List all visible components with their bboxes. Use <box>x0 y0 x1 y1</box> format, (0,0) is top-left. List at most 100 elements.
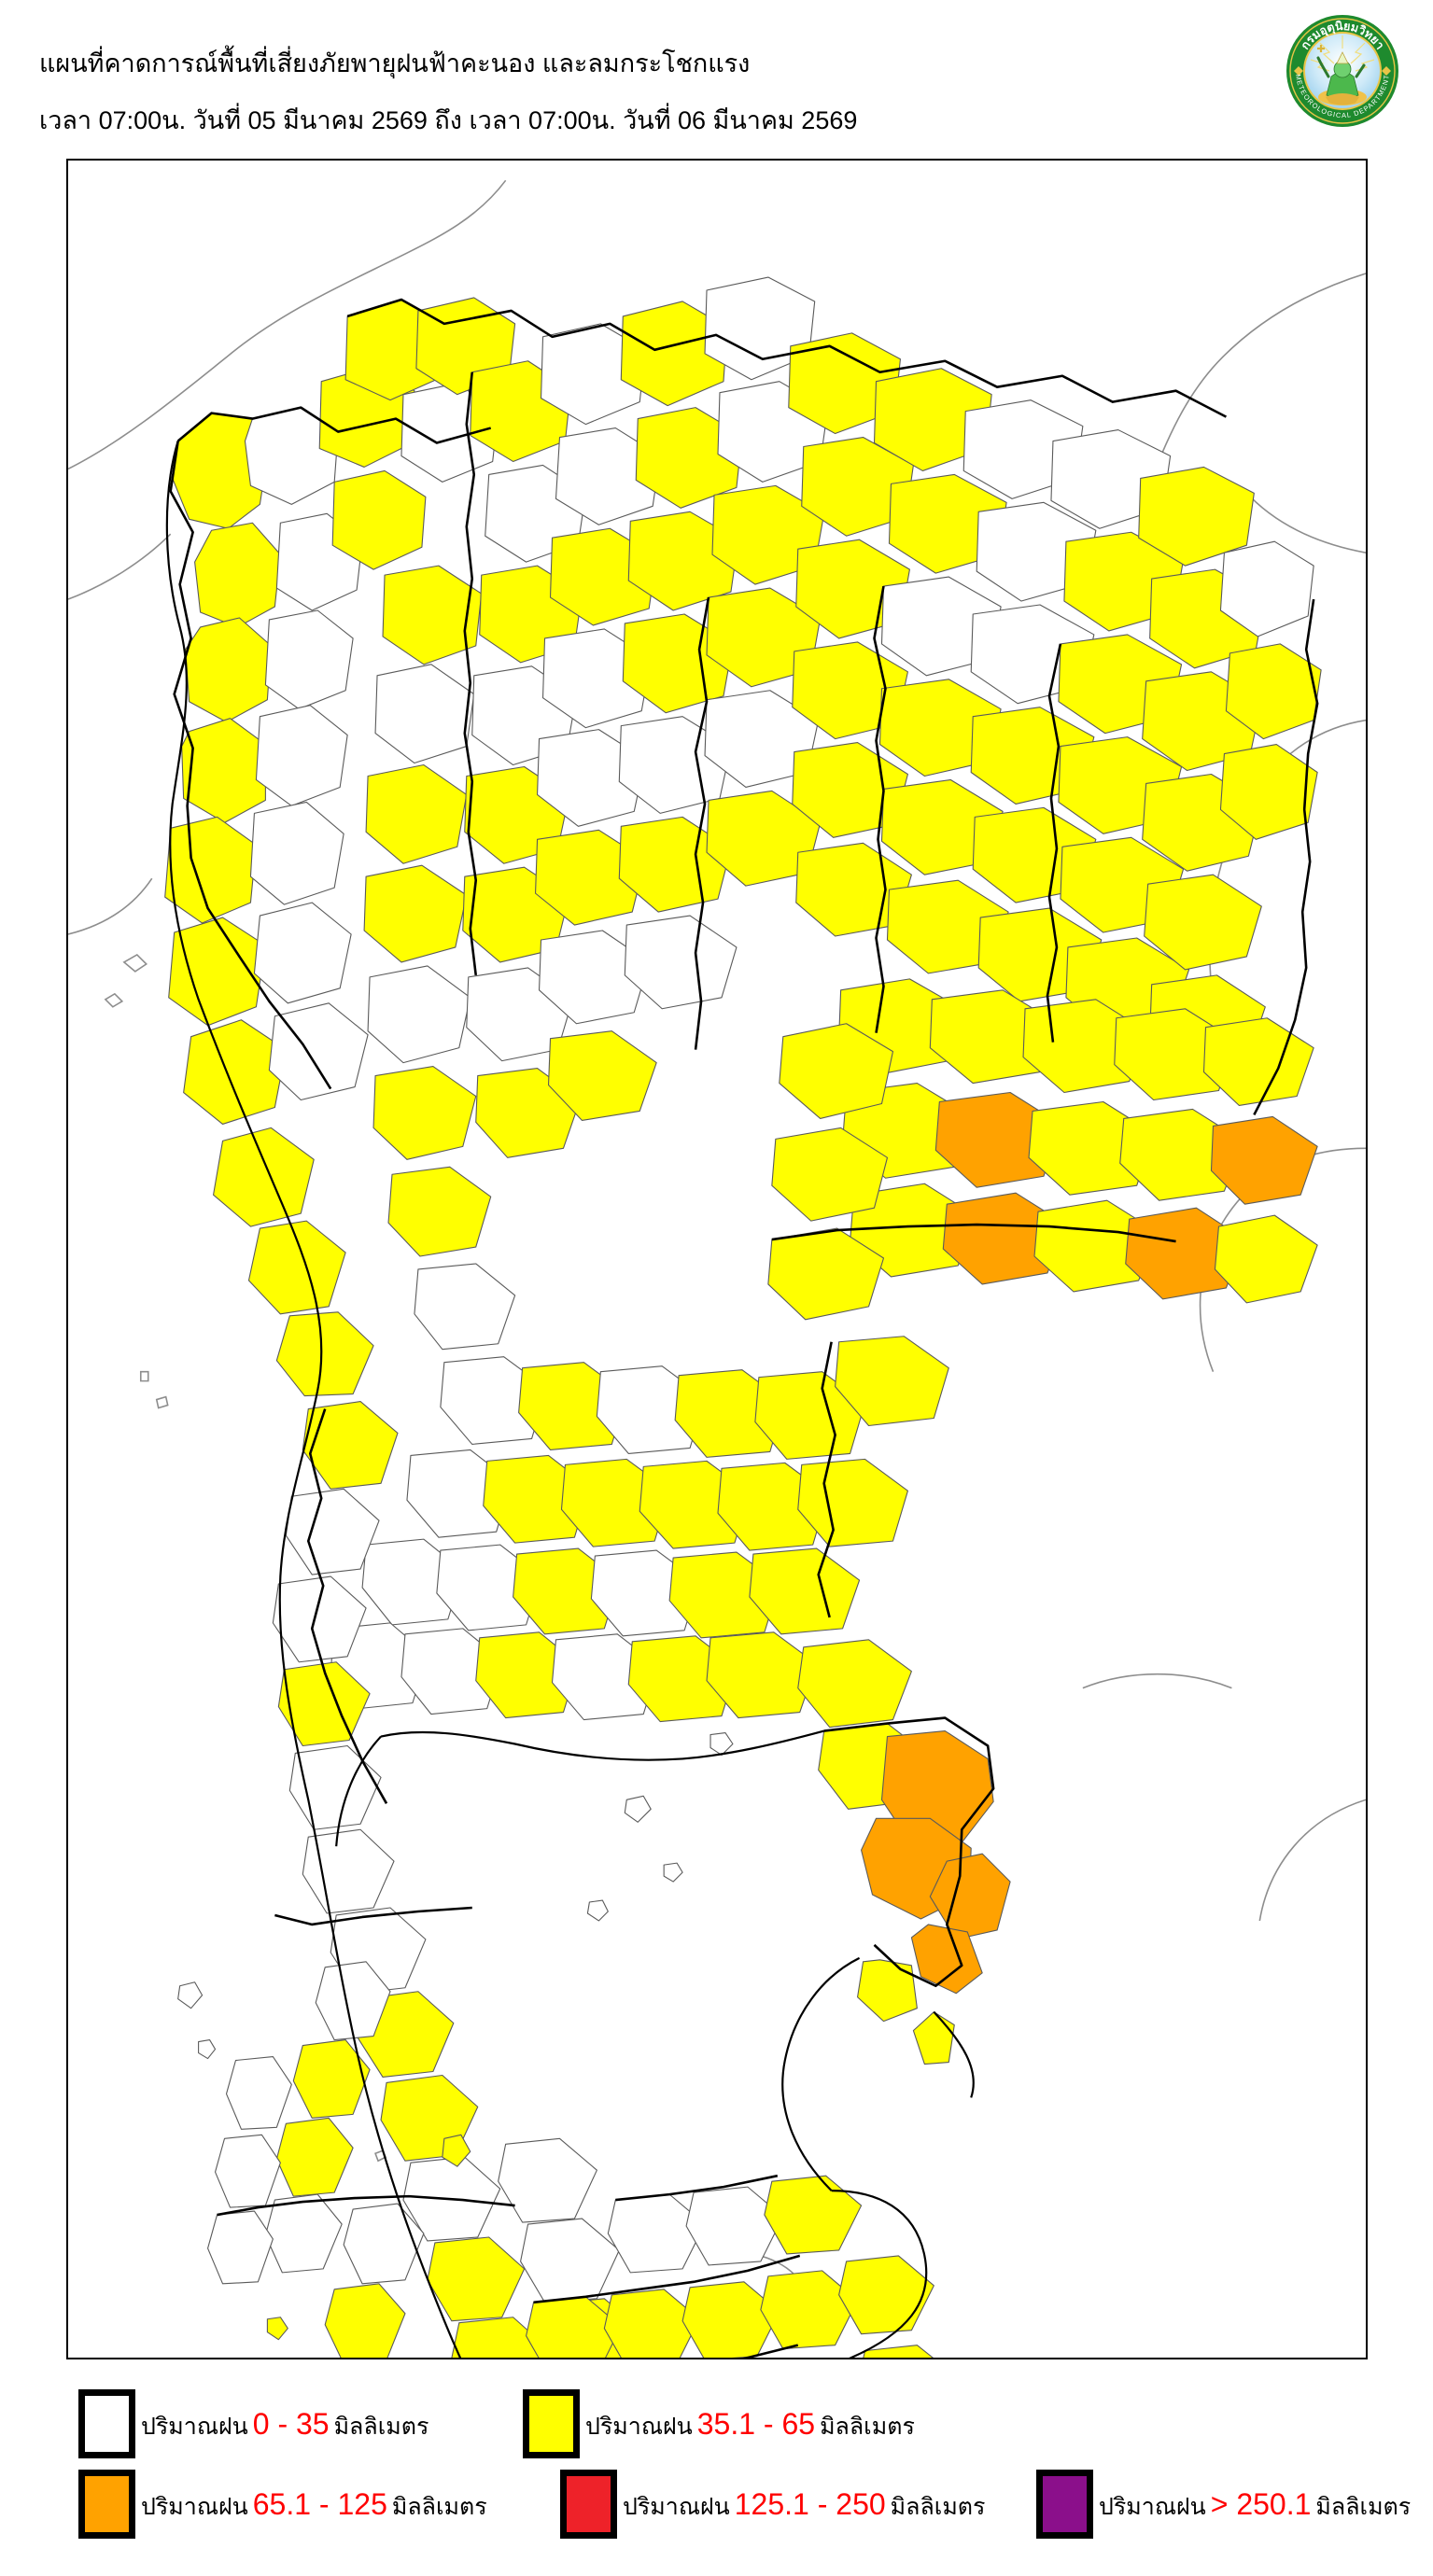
island <box>663 1862 683 1883</box>
district <box>302 1401 399 1490</box>
district <box>537 729 646 827</box>
district <box>264 609 354 710</box>
district <box>367 965 471 1064</box>
district <box>207 2210 274 2285</box>
legend-label-65-125: ปริมาณฝน 65.1 - 125 มิลลิเมตร <box>141 2489 487 2519</box>
district <box>343 2203 425 2285</box>
district <box>374 664 475 764</box>
district <box>520 2218 620 2303</box>
district <box>912 2011 955 2065</box>
district <box>331 469 427 570</box>
province-boundaries <box>169 298 1319 2358</box>
district <box>1219 744 1318 840</box>
district <box>213 1127 315 1227</box>
page-title: แผนที่คาดการณ์พื้นที่เสี่ยงภัยพายุฝนฟ้าค… <box>39 49 751 77</box>
district <box>771 1127 889 1222</box>
district <box>247 1220 346 1315</box>
district <box>880 1729 994 1845</box>
district <box>764 2175 863 2255</box>
legend-swatch-250-plus <box>1036 2470 1093 2539</box>
district <box>427 2236 526 2322</box>
legend-label-text: ปริมาณฝน <box>141 2494 248 2520</box>
district <box>797 1639 912 1729</box>
district <box>754 1371 866 1460</box>
rainfall-legend: ปริมาณฝน 0 - 35 มิลลิเมตร ปริมาณฝน 35.1 - 6… <box>0 2371 1433 2557</box>
island <box>586 1899 609 1922</box>
district <box>214 2134 281 2208</box>
district <box>292 2039 371 2119</box>
legend-swatch-0-35 <box>78 2389 135 2458</box>
district <box>363 864 468 963</box>
district <box>414 1263 516 1351</box>
district <box>365 763 468 864</box>
thailand-coastline <box>165 441 975 2358</box>
legend-label-text: ปริมาณฝน <box>1099 2494 1206 2520</box>
legend-label-0-35: ปริมาณฝน 0 - 35 มิลลิเมตร <box>141 2409 428 2439</box>
district <box>272 1575 367 1663</box>
district <box>1202 1017 1314 1107</box>
district <box>934 1091 1061 1188</box>
district <box>624 915 738 1010</box>
district <box>835 1336 949 1427</box>
legend-item-35-65: ปริมาณฝน 35.1 - 65 มิลลิเมตร <box>523 2384 915 2464</box>
legend-range-text: 125.1 - 250 <box>734 2487 886 2521</box>
district <box>767 1227 885 1321</box>
district <box>387 1166 492 1257</box>
district <box>164 816 257 924</box>
legend-label-125-250: ปริมาณฝน 125.1 - 250 มิลลิเมตร <box>623 2489 985 2519</box>
district <box>275 1311 374 1397</box>
district <box>475 1631 579 1719</box>
thailand-districts <box>164 276 1322 2358</box>
district <box>555 427 661 525</box>
page-header: แผนที่คาดการณ์พื้นที่เสี่ยงภัยพายุฝนฟ้าค… <box>0 0 1433 159</box>
legend-unit-text: มิลลิเมตร <box>1315 2494 1412 2520</box>
district <box>185 617 272 723</box>
district <box>382 565 483 665</box>
district <box>498 2137 597 2223</box>
district <box>255 705 348 806</box>
district <box>547 1030 657 1121</box>
district <box>1144 874 1262 971</box>
district <box>838 2255 934 2335</box>
district <box>275 2117 354 2197</box>
district <box>436 1544 542 1631</box>
district <box>372 1066 477 1160</box>
district <box>538 930 650 1025</box>
district <box>194 522 281 628</box>
district <box>942 1192 1067 1285</box>
district <box>315 1961 391 2041</box>
district <box>620 301 728 407</box>
island <box>709 1731 734 1757</box>
legend-unit-text: มิลลิเมตร <box>391 2494 487 2520</box>
tmd-seal-logo: กรมอุตุนิยมวิทยา METEOROLOGICAL DEPARTME… <box>1283 11 1402 131</box>
legend-unit-text: มิลลิเมตร <box>333 2414 429 2440</box>
district <box>1214 1214 1318 1304</box>
district <box>253 902 352 1004</box>
legend-label-text: ปริมาณฝน <box>623 2494 730 2520</box>
district <box>618 816 732 913</box>
district <box>910 1924 983 1995</box>
legend-row-2: ปริมาณฝน 65.1 - 125 มิลลิเมตร ปริมาณฝน 125.… <box>0 2464 1433 2544</box>
district <box>929 1853 1011 1940</box>
district <box>535 829 646 926</box>
island <box>266 2317 288 2341</box>
district <box>540 323 646 426</box>
district <box>1138 466 1255 567</box>
legend-label-text: ปริมาณฝน <box>585 2414 693 2440</box>
district <box>857 1959 918 2023</box>
district <box>406 1449 513 1538</box>
district <box>760 2270 859 2350</box>
district <box>324 2283 406 2358</box>
legend-range-text: > 250.1 <box>1210 2487 1312 2521</box>
district <box>1219 540 1314 637</box>
legend-unit-text: มิลลิเมตร <box>890 2494 986 2520</box>
district <box>706 1631 818 1719</box>
legend-range-text: 65.1 - 125 <box>252 2487 387 2521</box>
legend-item-0-35: ปริมาณฝน 0 - 35 มิลลิเมตร <box>78 2384 428 2464</box>
district <box>863 2345 934 2358</box>
district <box>603 2289 700 2358</box>
district <box>361 1538 464 1626</box>
district <box>225 2055 292 2130</box>
legend-label-35-65: ปริมาณฝน 35.1 - 65 มิลลิเมตร <box>585 2409 915 2439</box>
district <box>400 1628 503 1715</box>
